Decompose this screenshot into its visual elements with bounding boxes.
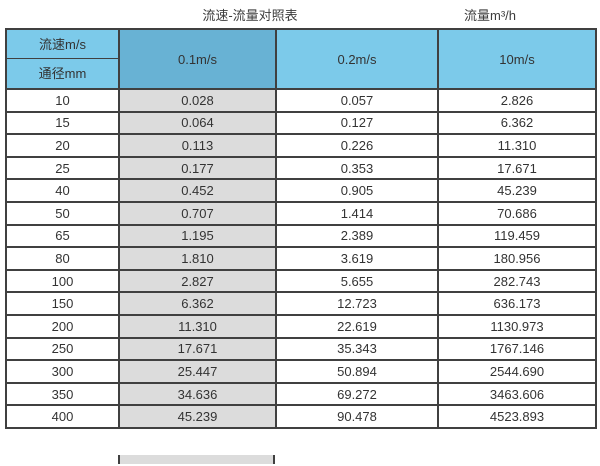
table-row: 350 34.636 69.272 3463.606 [5, 381, 597, 407]
flow-value-cell: 636.173 [437, 291, 597, 316]
flow-value-cell: 180.956 [437, 246, 597, 271]
flow-value-cell: 69.272 [275, 381, 439, 407]
header-row: 流速m/s 通径mm 0.1m/s 0.2m/s 10m/s [5, 28, 597, 90]
diameter-cell: 250 [5, 336, 120, 362]
flow-value-cell: 1.195 [118, 223, 277, 249]
diameter-cell: 200 [5, 313, 120, 339]
diameter-cell: 50 [5, 200, 120, 226]
flow-value-cell: 0.452 [118, 178, 277, 203]
flow-conversion-table: 流速m/s 通径mm 0.1m/s 0.2m/s 10m/s 10 0.028 0.… [5, 28, 597, 429]
flow-value-cell: 11.310 [118, 313, 277, 339]
flow-value-cell: 45.239 [437, 178, 597, 203]
diameter-cell: 40 [5, 178, 120, 203]
velocity-axis-label: 流速m/s [7, 30, 118, 59]
flow-value-cell: 5.655 [275, 268, 439, 294]
table-row: 50 0.707 1.414 70.686 [5, 200, 597, 226]
velocity-header-0-2: 0.2m/s [275, 28, 439, 90]
flow-value-cell: 6.362 [118, 291, 277, 316]
table-row: 15 0.064 0.127 6.362 [5, 110, 597, 136]
table-row: 150 6.362 12.723 636.173 [5, 291, 597, 316]
table-row: 400 45.239 90.478 4523.893 [5, 404, 597, 429]
table-row: 10 0.028 0.057 2.826 [5, 88, 597, 113]
diameter-cell: 150 [5, 291, 120, 316]
flow-value-cell: 2544.690 [437, 359, 597, 384]
highlight-column-extension [118, 455, 275, 464]
flow-value-cell: 50.894 [275, 359, 439, 384]
flow-value-cell: 35.343 [275, 336, 439, 362]
flow-value-cell: 3463.606 [437, 381, 597, 407]
flow-value-cell: 22.619 [275, 313, 439, 339]
flow-value-cell: 1.810 [118, 246, 277, 271]
flow-value-cell: 0.905 [275, 178, 439, 203]
flow-value-cell: 25.447 [118, 359, 277, 384]
flow-value-cell: 3.619 [275, 246, 439, 271]
diameter-cell: 100 [5, 268, 120, 294]
diameter-cell: 10 [5, 88, 120, 113]
velocity-header-10: 10m/s [437, 28, 597, 90]
table-body: 10 0.028 0.057 2.826 15 0.064 0.127 6.362 20 0.11… [5, 88, 597, 429]
diameter-cell: 400 [5, 404, 120, 429]
flow-value-cell: 90.478 [275, 404, 439, 429]
flow-value-cell: 2.827 [118, 268, 277, 294]
flow-value-cell: 11.310 [437, 133, 597, 158]
table-row: 20 0.113 0.226 11.310 [5, 133, 597, 158]
velocity-header-0-1: 0.1m/s [118, 28, 277, 90]
diameter-cell: 80 [5, 246, 120, 271]
flow-value-cell: 2.826 [437, 88, 597, 113]
diameter-cell: 300 [5, 359, 120, 384]
flow-value-cell: 0.177 [118, 155, 277, 181]
table-row: 100 2.827 5.655 282.743 [5, 268, 597, 294]
diameter-cell: 65 [5, 223, 120, 249]
corner-header-cell: 流速m/s 通径mm [5, 28, 120, 90]
diameter-axis-label: 通径mm [38, 66, 87, 81]
flow-value-cell: 17.671 [437, 155, 597, 181]
flow-value-cell: 1.414 [275, 200, 439, 226]
flow-value-cell: 119.459 [437, 223, 597, 249]
diameter-cell: 350 [5, 381, 120, 407]
flow-value-cell: 45.239 [118, 404, 277, 429]
table-title: 流速-流量对照表 [202, 8, 298, 23]
table-row: 25 0.177 0.353 17.671 [5, 155, 597, 181]
diameter-cell: 25 [5, 155, 120, 181]
flow-value-cell: 4523.893 [437, 404, 597, 429]
flow-value-cell: 0.127 [275, 110, 439, 136]
flow-value-cell: 0.064 [118, 110, 277, 136]
flow-value-cell: 0.226 [275, 133, 439, 158]
table-row: 65 1.195 2.389 119.459 [5, 223, 597, 249]
table-header: 流速m/s 通径mm 0.1m/s 0.2m/s 10m/s [5, 28, 597, 90]
flow-value-cell: 17.671 [118, 336, 277, 362]
flow-value-cell: 2.389 [275, 223, 439, 249]
table-row: 40 0.452 0.905 45.239 [5, 178, 597, 203]
table-row: 300 25.447 50.894 2544.690 [5, 359, 597, 384]
flow-value-cell: 12.723 [275, 291, 439, 316]
flow-rate-unit-label: 流量m³/h [463, 8, 516, 23]
flow-value-cell: 6.362 [437, 110, 597, 136]
flow-value-cell: 1767.146 [437, 336, 597, 362]
flow-value-cell: 34.636 [118, 381, 277, 407]
table-row: 250 17.671 35.343 1767.146 [5, 336, 597, 362]
flow-value-cell: 0.707 [118, 200, 277, 226]
flow-value-cell: 0.113 [118, 133, 277, 158]
flow-value-cell: 0.057 [275, 88, 439, 113]
diameter-cell: 15 [5, 110, 120, 136]
flow-value-cell: 0.353 [275, 155, 439, 181]
table-row: 200 11.310 22.619 1130.973 [5, 313, 597, 339]
flow-value-cell: 282.743 [437, 268, 597, 294]
table-row: 80 1.810 3.619 180.956 [5, 246, 597, 271]
flow-value-cell: 0.028 [118, 88, 277, 113]
flow-value-cell: 70.686 [437, 200, 597, 226]
diameter-cell: 20 [5, 133, 120, 158]
flow-value-cell: 1130.973 [437, 313, 597, 339]
